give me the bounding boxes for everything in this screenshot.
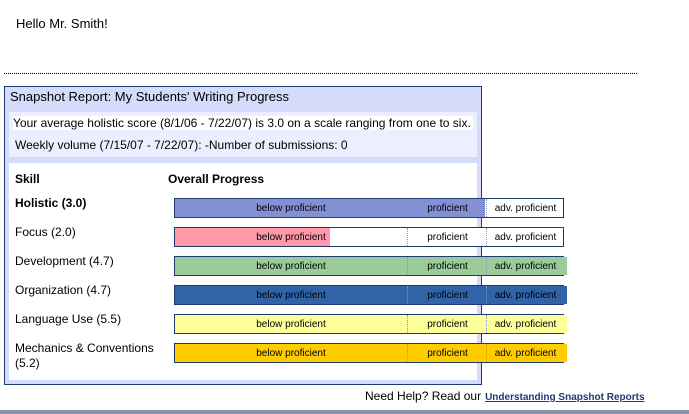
- band-label: below proficient: [256, 348, 326, 359]
- weekly-volume-text: Weekly volume (7/15/07 - 7/22/07): -Numb…: [15, 138, 348, 152]
- progress-bar: below proficient proficient adv. proficien…: [174, 343, 567, 363]
- report-title: Snapshot Report: My Students' Writing Pr…: [10, 89, 289, 104]
- help-line: Need Help? Read our Understanding Snapsho…: [365, 389, 645, 403]
- understanding-reports-link[interactable]: Understanding Snapshot Reports: [485, 392, 645, 403]
- band-label: below proficient: [256, 232, 326, 243]
- progress-fill: [175, 228, 331, 246]
- band-label: adv. proficient: [486, 344, 564, 362]
- band-label: adv. proficient: [486, 315, 564, 333]
- progress-fill: [175, 315, 567, 333]
- average-score-text: Your average holistic score (8/1/06 - 7/…: [13, 116, 473, 130]
- progress-bar: below proficient proficient adv. proficien…: [174, 314, 567, 334]
- skill-header: Skill: [15, 172, 40, 186]
- progress-fill: [175, 344, 567, 362]
- snapshot-report: Snapshot Report: My Students' Writing Pr…: [4, 86, 567, 385]
- band-label: proficient: [407, 199, 487, 217]
- band-label: proficient: [407, 315, 487, 333]
- band-label: adv. proficient: [486, 257, 564, 275]
- skill-label: Holistic (3.0): [15, 196, 87, 210]
- band-label: adv. proficient: [486, 228, 564, 246]
- summary-panel: Your average holistic score (8/1/06 - 7/…: [9, 112, 477, 157]
- band-label: below proficient: [256, 319, 326, 330]
- divider: [4, 73, 637, 74]
- band-label: below proficient: [256, 261, 326, 272]
- help-text: Need Help? Read our: [365, 389, 482, 403]
- band-label: proficient: [407, 344, 487, 362]
- band-label: adv. proficient: [486, 199, 564, 217]
- skill-label: Development (4.7): [15, 254, 114, 268]
- skill-label: Language Use (5.5): [15, 312, 122, 326]
- band-label: proficient: [407, 228, 487, 246]
- progress-bar: below proficient proficient adv. proficien…: [174, 256, 567, 276]
- band-label: below proficient: [256, 203, 326, 214]
- skill-label: Organization (4.7): [15, 283, 112, 297]
- progress-bar: below proficient proficient adv. proficien…: [174, 198, 564, 218]
- band-label: below proficient: [256, 290, 326, 301]
- progress-fill: [175, 257, 567, 275]
- band-label: adv. proficient: [486, 286, 564, 304]
- greeting: Hello Mr. Smith!: [16, 16, 108, 31]
- skills-panel: Skill Overall Progress Holistic (3.0) bel…: [9, 163, 567, 380]
- skill-label: Mechanics & Conventions (5.2): [15, 341, 154, 370]
- progress-bar: below proficient proficient adv. proficien…: [174, 227, 564, 247]
- progress-fill: [175, 286, 567, 304]
- skill-label: Focus (2.0): [15, 225, 76, 239]
- band-label: proficient: [407, 286, 487, 304]
- bottom-border: [0, 410, 689, 414]
- progress-header: Overall Progress: [168, 172, 265, 186]
- progress-bar: below proficient proficient adv. proficien…: [174, 285, 567, 305]
- band-label: proficient: [407, 257, 487, 275]
